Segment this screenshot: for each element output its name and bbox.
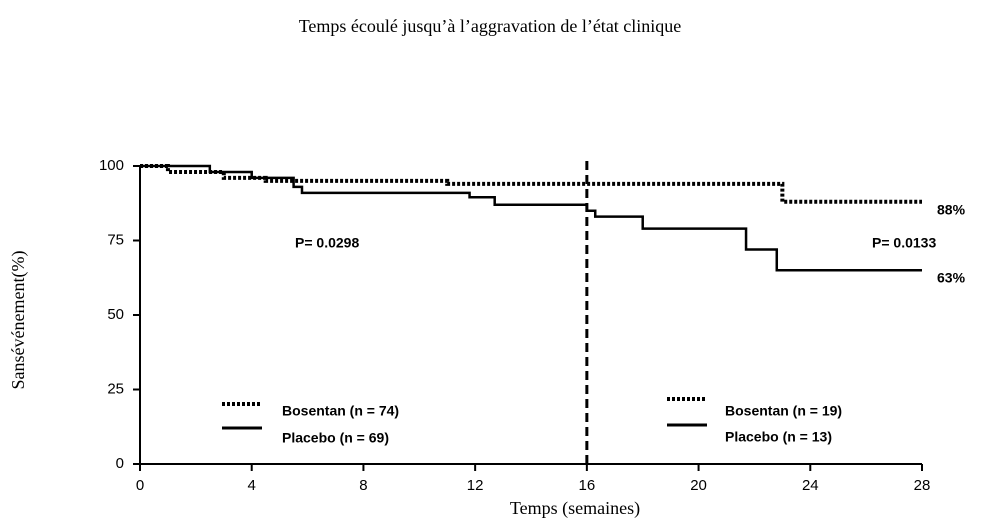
x-tick-label: 0	[136, 477, 144, 494]
x-tick-label: 28	[914, 477, 931, 494]
y-tick-label: 0	[116, 455, 124, 472]
annotation: 63%	[937, 270, 966, 286]
y-axis-label: Sansévénement(%)	[8, 251, 29, 390]
legend-label: Bosentan (n = 19)	[725, 403, 842, 419]
x-tick-label: 16	[579, 477, 596, 494]
y-tick-label: 100	[99, 157, 124, 174]
survival-curve	[140, 164, 922, 272]
y-tick-label: 75	[107, 231, 124, 248]
legend-label: Placebo (n = 69)	[282, 430, 389, 446]
legend-label: Bosentan (n = 74)	[282, 403, 399, 419]
annotation: P= 0.0133	[872, 235, 936, 251]
y-tick-label: 50	[107, 306, 124, 323]
y-tick-label: 25	[107, 380, 124, 397]
legend-label: Placebo (n = 13)	[725, 429, 832, 445]
annotation: 88%	[937, 202, 966, 218]
x-tick-label: 12	[467, 477, 484, 494]
x-tick-label: 4	[248, 477, 256, 494]
x-axis-label: Temps (semaines)	[510, 498, 640, 519]
chart-title: Temps écoulé jusqu’à l’aggravation de l’…	[299, 16, 682, 36]
x-tick-label: 8	[359, 477, 367, 494]
x-tick-label: 24	[802, 477, 819, 494]
survival-curve	[140, 164, 922, 204]
x-tick-label: 20	[690, 477, 707, 494]
annotation: P= 0.0298	[295, 235, 359, 251]
